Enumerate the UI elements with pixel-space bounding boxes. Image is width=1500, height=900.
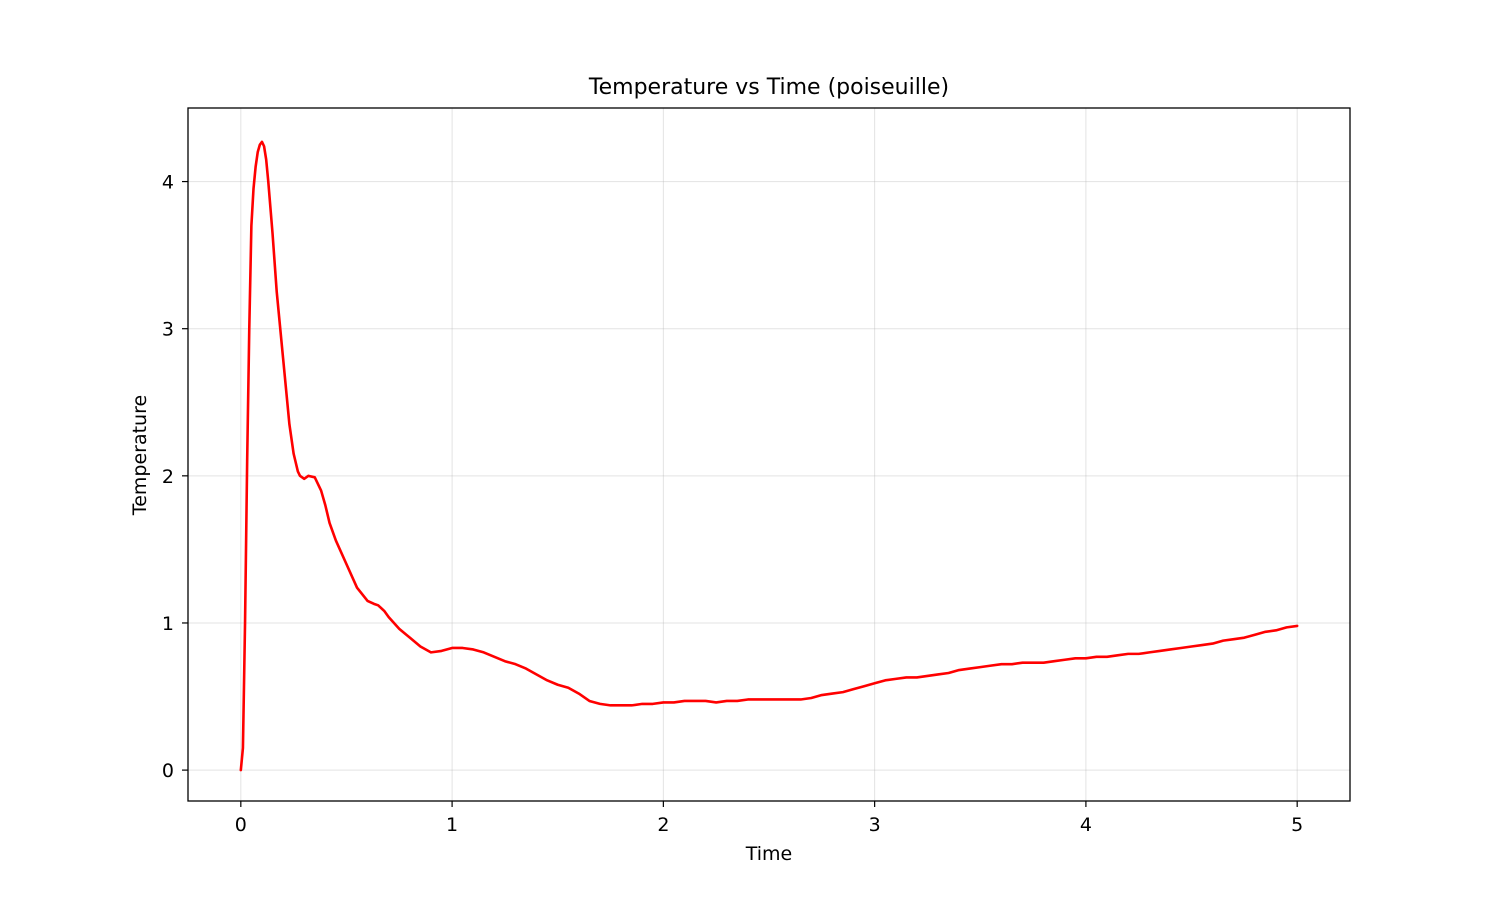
y-axis: 0 1 2 3 4 — [162, 172, 188, 782]
y-tick-label: 0 — [162, 760, 174, 782]
axes-frame — [187, 107, 1351, 802]
y-tick-label: 2 — [162, 466, 174, 488]
x-axis-label: Time — [745, 843, 793, 865]
x-tick-label: 5 — [1291, 814, 1303, 836]
grid — [188, 108, 1350, 801]
x-tick-label: 3 — [869, 814, 881, 836]
y-axis-label: Temperature — [129, 395, 151, 516]
plot-area — [239, 140, 1299, 772]
y-tick-label: 1 — [162, 613, 174, 635]
x-tick-label: 4 — [1080, 814, 1092, 836]
x-tick-label: 0 — [235, 814, 247, 836]
x-axis: 0 1 2 3 4 5 — [235, 801, 1303, 836]
y-tick-label: 4 — [162, 172, 174, 194]
x-tick-label: 2 — [657, 814, 669, 836]
x-tick-label: 1 — [446, 814, 458, 836]
y-tick-label: 3 — [162, 319, 174, 341]
chart-title: Temperature vs Time (poiseuille) — [588, 75, 949, 100]
temperature-series-line — [239, 140, 1299, 772]
